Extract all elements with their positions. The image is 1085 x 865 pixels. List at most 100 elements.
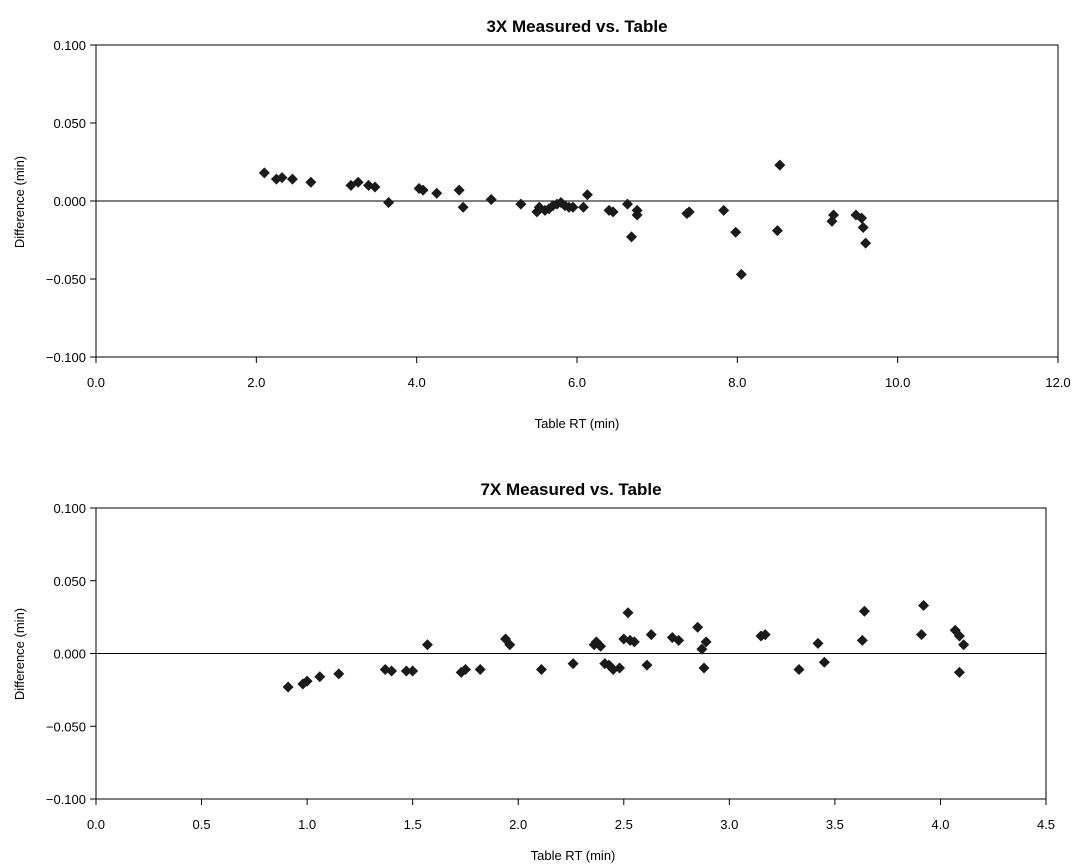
data-point	[305, 176, 317, 188]
data-point	[504, 639, 516, 651]
x-tick-label: 4.0	[931, 817, 949, 832]
chart-7x-measured-vs-table: 7X Measured vs. Table Difference (min) T…	[12, 480, 1055, 863]
data-point	[958, 639, 970, 651]
data-point	[474, 664, 486, 676]
data-point	[628, 636, 640, 648]
data-point	[614, 662, 626, 674]
x-tick-label: 2.0	[509, 817, 527, 832]
data-point	[314, 671, 326, 683]
data-point	[352, 176, 364, 188]
x-tick-label: 1.0	[298, 817, 316, 832]
data-point	[953, 666, 965, 678]
data-point	[631, 209, 643, 221]
data-point	[857, 222, 869, 234]
chart-title: 3X Measured vs. Table	[486, 17, 667, 36]
y-axis-label: Difference (min)	[12, 156, 27, 248]
data-point	[276, 172, 288, 184]
data-point	[683, 206, 695, 218]
x-tick-label: 10.0	[885, 375, 910, 390]
data-point	[828, 209, 840, 221]
x-axis-label: Table RT (min)	[535, 416, 620, 431]
data-point	[459, 664, 471, 676]
data-point	[369, 181, 381, 193]
chart-3x-measured-vs-table: 3X Measured vs. Table Difference (min) T…	[12, 17, 1071, 431]
data-point	[918, 599, 930, 611]
y-axis-label: Difference (min)	[12, 608, 27, 700]
data-point	[577, 201, 589, 213]
data-point	[718, 204, 730, 216]
data-point	[626, 231, 638, 243]
data-point	[771, 225, 783, 237]
data-point	[793, 664, 805, 676]
data-point	[400, 665, 412, 677]
data-point	[641, 659, 653, 671]
x-tick-label: 3.5	[826, 817, 844, 832]
data-point	[607, 206, 619, 218]
x-tick-label: 2.0	[247, 375, 265, 390]
chart-title: 7X Measured vs. Table	[480, 480, 661, 499]
data-point	[485, 193, 497, 205]
x-tick-label: 3.0	[720, 817, 738, 832]
data-point	[286, 173, 298, 185]
data-point	[431, 187, 443, 199]
data-point	[622, 198, 634, 210]
data-point	[383, 197, 395, 209]
data-point	[567, 658, 579, 670]
data-point	[953, 630, 965, 642]
x-tick-label: 4.0	[408, 375, 426, 390]
data-point	[595, 640, 607, 652]
x-tick-label: 1.5	[404, 817, 422, 832]
y-tick-label: 0.100	[53, 501, 86, 516]
data-point	[515, 198, 527, 210]
data-point	[453, 184, 465, 196]
x-tick-label: 4.5	[1037, 817, 1055, 832]
data-point	[421, 639, 433, 651]
data-point	[759, 629, 771, 641]
data-point	[457, 201, 469, 213]
y-tick-label: 0.100	[53, 38, 86, 53]
x-tick-label: 6.0	[568, 375, 586, 390]
data-point	[301, 675, 313, 687]
y-tick-label: 0.050	[53, 116, 86, 131]
data-point	[700, 636, 712, 648]
data-point	[735, 268, 747, 280]
data-point	[696, 643, 708, 655]
data-point	[535, 664, 547, 676]
y-tick-label: 0.000	[53, 194, 86, 209]
data-point	[407, 665, 419, 677]
data-point	[282, 681, 294, 693]
x-tick-label: 0.5	[193, 817, 211, 832]
y-tick-label: −0.050	[46, 719, 86, 734]
data-point	[774, 159, 786, 171]
data-point	[386, 665, 398, 677]
data-point	[692, 621, 704, 633]
data-point	[645, 629, 657, 641]
data-point	[581, 189, 593, 201]
data-point	[915, 629, 927, 641]
data-point	[856, 634, 868, 646]
data-point	[818, 656, 830, 668]
x-tick-label: 2.5	[615, 817, 633, 832]
data-point	[622, 607, 634, 619]
data-point	[856, 212, 868, 224]
data-point	[858, 605, 870, 617]
y-tick-label: −0.100	[46, 350, 86, 365]
x-tick-label: 0.0	[87, 375, 105, 390]
x-axis-label: Table RT (min)	[531, 848, 616, 863]
data-point	[333, 668, 345, 680]
y-tick-label: 0.050	[53, 574, 86, 589]
data-point	[567, 201, 579, 213]
y-tick-label: −0.050	[46, 272, 86, 287]
data-point	[417, 184, 429, 196]
y-tick-label: −0.100	[46, 792, 86, 807]
x-tick-label: 12.0	[1045, 375, 1070, 390]
data-point	[673, 634, 685, 646]
data-point	[258, 167, 270, 179]
data-point	[698, 662, 710, 674]
x-tick-label: 8.0	[728, 375, 746, 390]
data-point	[812, 637, 824, 649]
data-point	[860, 237, 872, 249]
y-tick-label: 0.000	[53, 647, 86, 662]
data-point	[730, 226, 742, 238]
